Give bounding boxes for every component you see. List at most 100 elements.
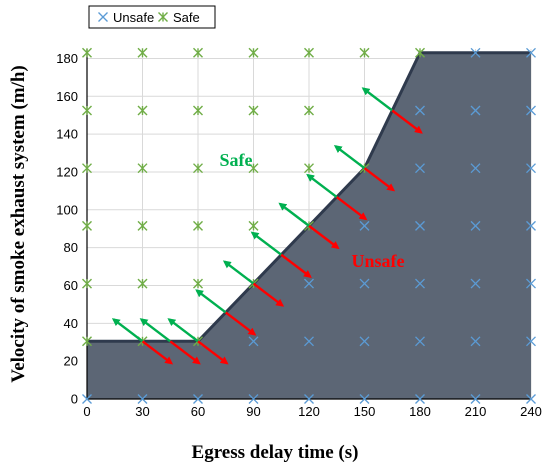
legend-safe-label: Safe xyxy=(173,10,200,25)
unsafe-direction-arrow xyxy=(252,282,285,307)
safe-point xyxy=(359,47,370,58)
safe-point xyxy=(137,163,148,174)
unsafe-point xyxy=(526,336,536,347)
unsafe-direction-arrow xyxy=(141,340,174,365)
y-tick-label: 140 xyxy=(56,127,78,142)
unsafe-region-label: Unsafe xyxy=(352,251,405,271)
unsafe-direction-arrow xyxy=(225,311,257,336)
unsafe-point xyxy=(526,47,536,58)
unsafe-point xyxy=(526,220,536,231)
x-tick-label: 180 xyxy=(409,404,431,419)
y-tick-label: 120 xyxy=(56,164,78,179)
legend-box xyxy=(88,5,216,29)
legend-unsafe-marker xyxy=(98,12,108,22)
y-tick-label: 180 xyxy=(56,51,78,66)
safe-point xyxy=(82,220,92,231)
unsafe-point xyxy=(470,163,481,174)
unsafe-point xyxy=(526,105,536,116)
x-tick-label: 0 xyxy=(83,404,90,419)
x-tick-label: 120 xyxy=(298,404,320,419)
safe-direction-arrow xyxy=(195,289,227,314)
unsafe-direction-arrow xyxy=(363,167,396,192)
unsafe-point xyxy=(359,336,370,347)
safe-point xyxy=(82,105,92,116)
y-tick-label: 60 xyxy=(64,278,78,293)
unsafe-point xyxy=(415,278,425,289)
unsafe-direction-arrow xyxy=(169,340,201,365)
safe-point xyxy=(415,47,425,58)
unsafe-direction-arrow xyxy=(197,340,229,365)
unsafe-point xyxy=(304,394,314,404)
unsafe-point xyxy=(137,394,148,404)
unsafe-point xyxy=(359,220,370,231)
safe-direction-arrow xyxy=(306,173,338,198)
safe-point xyxy=(248,220,259,231)
unsafe-point xyxy=(415,105,425,116)
unsafe-point xyxy=(193,394,203,404)
safe-point xyxy=(137,278,148,289)
safe-point xyxy=(193,163,203,174)
unsafe-direction-arrow xyxy=(391,109,423,134)
safe-point xyxy=(137,105,148,116)
safe-point xyxy=(193,105,203,116)
unsafe-point xyxy=(415,394,425,404)
safe-point xyxy=(193,47,203,58)
unsafe-point xyxy=(470,105,481,116)
x-tick-label: 240 xyxy=(520,404,542,419)
y-axis-title: Velocity of smoke exhaust system (m/h) xyxy=(8,65,29,383)
unsafe-point xyxy=(248,336,259,347)
safe-direction-arrow xyxy=(361,87,393,112)
y-tick-label: 20 xyxy=(64,354,78,369)
unsafe-point xyxy=(470,278,481,289)
safe-direction-arrow xyxy=(250,231,282,256)
safe-point xyxy=(137,47,148,58)
safe-direction-arrow xyxy=(333,144,366,170)
y-tick-label: 40 xyxy=(64,316,78,331)
safe-point xyxy=(304,163,314,174)
x-tick-label: 210 xyxy=(465,404,487,419)
unsafe-point xyxy=(526,394,536,404)
legend-safe-marker xyxy=(158,12,168,22)
unsafe-point xyxy=(470,47,481,58)
safe-point xyxy=(304,47,314,58)
unsafe-direction-arrow xyxy=(280,253,312,278)
safe-point xyxy=(82,336,92,347)
unsafe-point xyxy=(359,394,370,404)
x-tick-label: 150 xyxy=(354,404,376,419)
y-tick-label: 160 xyxy=(56,89,78,104)
legend-unsafe-label: Unsafe xyxy=(113,10,154,25)
x-axis-title: Egress delay time (s) xyxy=(192,442,359,463)
unsafe-point xyxy=(526,278,536,289)
unsafe-point xyxy=(415,336,425,347)
unsafe-point xyxy=(415,163,425,174)
unsafe-point xyxy=(415,220,425,231)
x-tick-label: 30 xyxy=(135,404,149,419)
unsafe-point xyxy=(470,394,481,404)
safe-point xyxy=(193,278,203,289)
safe-point xyxy=(248,105,259,116)
safe-point xyxy=(137,220,148,231)
safe-direction-arrow xyxy=(167,318,199,343)
safe-direction-arrow xyxy=(111,318,144,343)
safe-point xyxy=(248,47,259,58)
unsafe-direction-arrow xyxy=(308,224,340,250)
safe-point xyxy=(82,163,92,174)
safe-point xyxy=(82,47,92,58)
safe-direction-arrow xyxy=(222,260,255,285)
unsafe-point xyxy=(304,336,314,347)
y-tick-label: 0 xyxy=(71,392,78,407)
x-tick-label: 60 xyxy=(191,404,205,419)
y-tick-label: 100 xyxy=(56,202,78,217)
unsafe-point xyxy=(470,220,481,231)
x-tick-label: 90 xyxy=(246,404,260,419)
safe-direction-arrow xyxy=(139,318,171,343)
safe-region-label: Safe xyxy=(220,150,253,170)
unsafe-point xyxy=(82,394,92,404)
unsafe-point xyxy=(526,163,536,174)
unsafe-direction-arrow xyxy=(336,196,368,221)
unsafe-point xyxy=(359,278,370,289)
y-tick-label: 80 xyxy=(64,240,78,255)
safe-point xyxy=(304,105,314,116)
